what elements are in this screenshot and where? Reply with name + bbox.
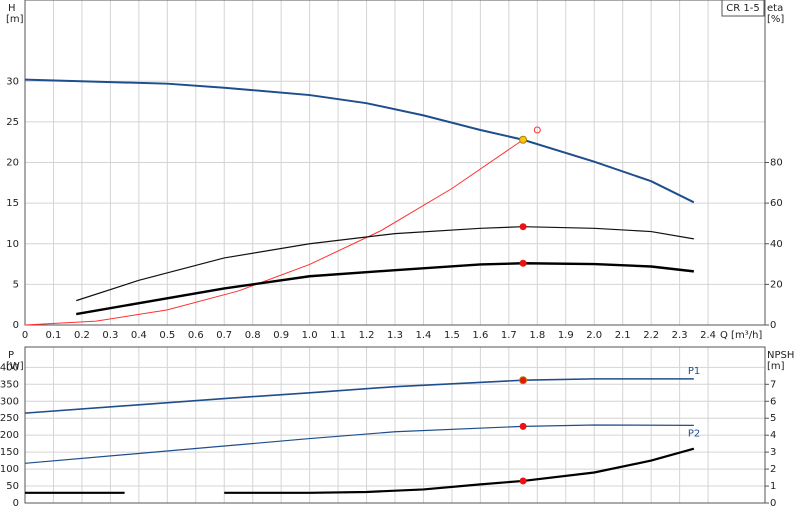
y2-tick-label: 20 — [770, 279, 783, 290]
label-box — [721, 0, 765, 17]
y2-axis-label: NPSH — [767, 350, 794, 361]
y-tick-label: 350 — [0, 379, 19, 390]
operating-point — [519, 376, 528, 385]
y2-tick-label: 2 — [770, 464, 776, 475]
operating-point — [519, 259, 527, 267]
x-tick-label: 1.3 — [387, 330, 403, 341]
operating-point — [519, 223, 527, 231]
x-tick-label: 0.6 — [188, 330, 204, 341]
y2-tick-label: 3 — [770, 447, 776, 458]
y-tick-label: 10 — [6, 239, 19, 250]
x-tick-label: 0 — [22, 330, 28, 341]
operating-point — [519, 422, 527, 430]
y-axis-label: H — [8, 3, 16, 14]
y-tick-label: 0 — [13, 498, 19, 509]
y-tick-label: 100 — [0, 464, 19, 475]
y-tick-label: 30 — [6, 76, 19, 87]
plot-frame — [24, 346, 766, 504]
y-axis-label: P — [8, 350, 14, 361]
x-tick-label: 0.1 — [46, 330, 62, 341]
x-tick-label: 1.4 — [416, 330, 432, 341]
x-tick-label: 1.7 — [501, 330, 517, 341]
x-tick-label: 0.5 — [159, 330, 175, 341]
x-tick-label: 2.4 — [700, 330, 716, 341]
x-tick-label: 1.8 — [529, 330, 545, 341]
y-tick-label: 25 — [6, 117, 19, 128]
curve — [25, 447, 695, 494]
y-tick-label: 5 — [13, 279, 19, 290]
x-tick-label: 1.2 — [359, 330, 375, 341]
y-axis-unit: [W] — [6, 361, 24, 372]
x-tick-label: 2.1 — [615, 330, 631, 341]
y2-tick-label: 1 — [770, 481, 776, 492]
y2-tick-label: 6 — [770, 396, 776, 407]
x-tick-label: 1.9 — [558, 330, 574, 341]
plot-frame — [24, 0, 766, 326]
y2-tick-label: 80 — [770, 158, 783, 169]
curve — [24, 424, 694, 464]
y-axis-unit: [m] — [6, 14, 24, 25]
y-tick-label: 400 — [0, 362, 19, 373]
y2-tick-label: 5 — [770, 413, 776, 424]
x-tick-label: 0.2 — [74, 330, 90, 341]
label-box-text: CR 1-5 — [726, 3, 759, 14]
curve-label: P1 — [688, 366, 700, 377]
y2-tick-label: 0 — [770, 498, 776, 509]
y-tick-label: 15 — [6, 198, 19, 209]
x-tick-label: 1.5 — [444, 330, 460, 341]
y2-axis-label: eta — [767, 3, 783, 14]
y2-axis-unit: [%] — [767, 14, 784, 25]
curve — [76, 262, 694, 316]
y2-tick-label: 60 — [770, 198, 783, 209]
x-tick-label: 0.9 — [273, 330, 289, 341]
curve-label: P2 — [688, 428, 700, 439]
x-tick-label: 0.7 — [216, 330, 232, 341]
x-tick-label: 1.1 — [330, 330, 346, 341]
x-tick-label: 0.3 — [102, 330, 118, 341]
x-tick-label: 2.2 — [643, 330, 659, 341]
y-tick-label: 300 — [0, 396, 19, 407]
x-tick-label: 1.6 — [472, 330, 488, 341]
x-tick-label: 1.0 — [302, 330, 318, 341]
y-tick-label: 250 — [0, 413, 19, 424]
operating-point — [533, 126, 541, 134]
curve — [24, 139, 524, 326]
y-tick-label: 0 — [13, 320, 19, 331]
y2-tick-label: 40 — [770, 239, 783, 250]
y-tick-label: 200 — [0, 430, 19, 441]
y2-tick-label: 0 — [770, 320, 776, 331]
x-tick-label: 2.0 — [586, 330, 602, 341]
x-axis-label: Q [m³/h] — [720, 330, 762, 341]
y2-tick-label: 4 — [770, 430, 776, 441]
y2-axis-unit: [m] — [767, 361, 785, 372]
x-tick-label: 0.4 — [131, 330, 147, 341]
y-tick-label: 20 — [6, 158, 19, 169]
x-tick-label: 0.8 — [245, 330, 261, 341]
y2-tick-label: 7 — [770, 379, 776, 390]
y-tick-label: 50 — [6, 481, 19, 492]
curve — [24, 78, 695, 204]
curve — [24, 378, 694, 414]
operating-point — [519, 477, 527, 485]
curve — [76, 226, 694, 302]
operating-point — [519, 135, 528, 144]
x-tick-label: 2.3 — [672, 330, 688, 341]
y-tick-label: 150 — [0, 447, 19, 458]
